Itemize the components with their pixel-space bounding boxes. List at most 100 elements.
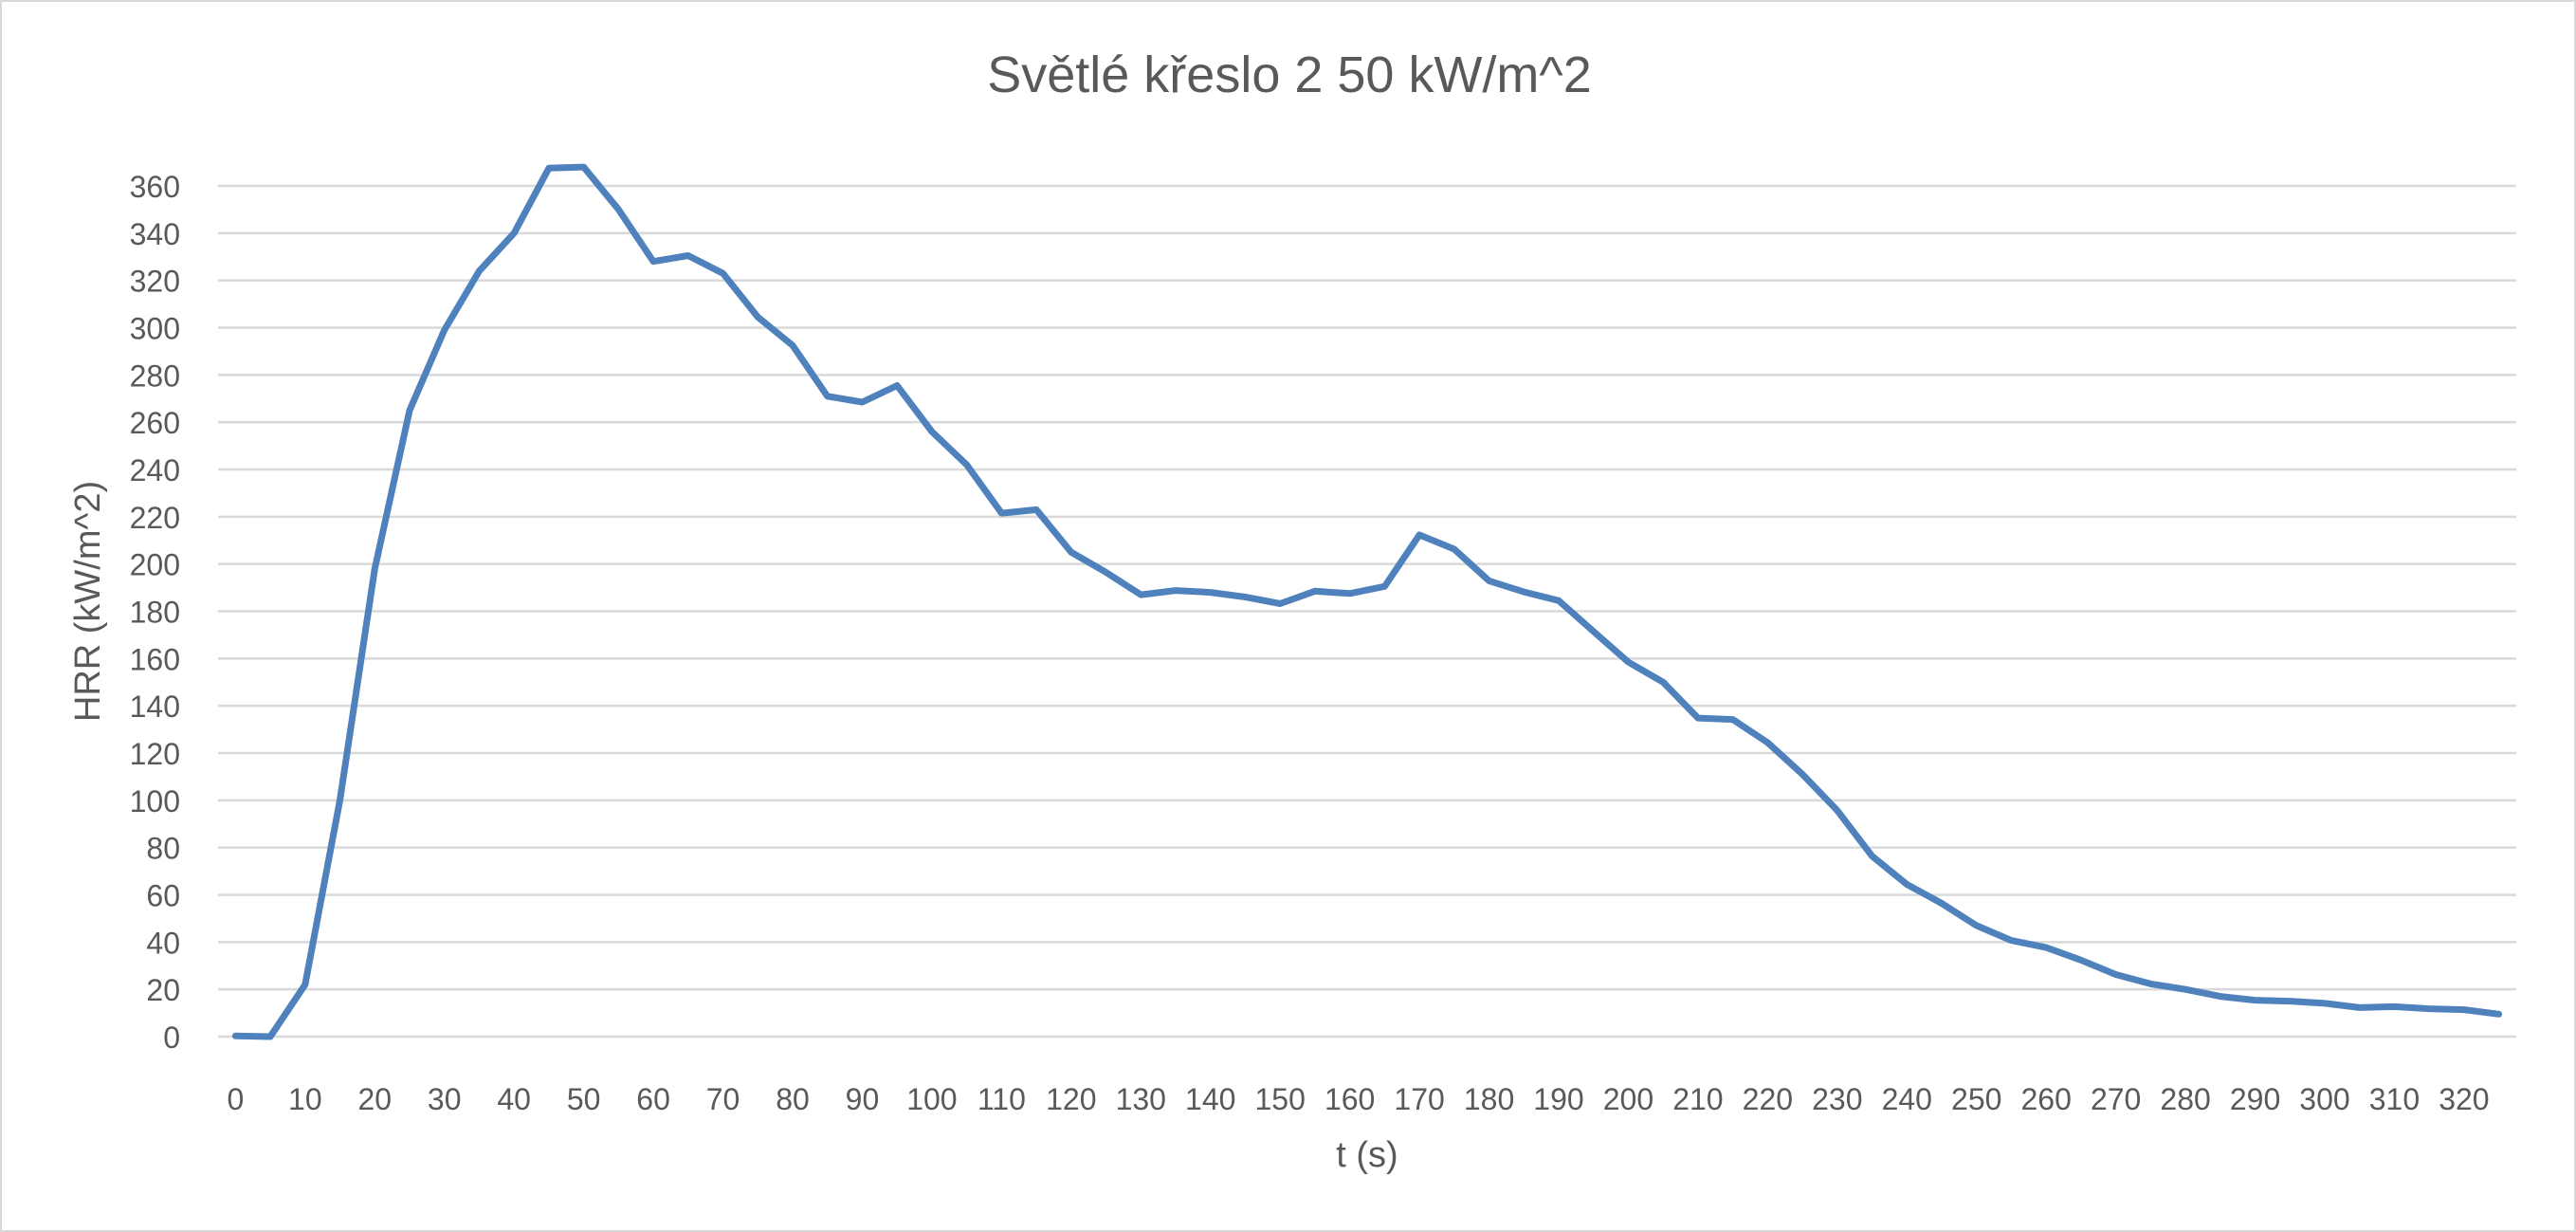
y-tick-label: 340	[130, 217, 180, 251]
x-tick-label: 190	[1533, 1082, 1583, 1116]
y-tick-label: 220	[130, 501, 180, 535]
data-point	[1523, 591, 1525, 593]
data-point	[1175, 590, 1177, 592]
y-tick-label: 80	[146, 832, 180, 866]
x-tick-label: 70	[706, 1082, 740, 1116]
x-axis-title: t (s)	[1336, 1135, 1398, 1175]
data-point	[2394, 1005, 2395, 1007]
data-point	[617, 209, 619, 211]
x-tick-label: 210	[1672, 1082, 1723, 1116]
x-tick-label: 20	[357, 1082, 392, 1116]
chart-title: Světlé křeslo 2 50 kW/m^2	[987, 46, 1592, 103]
y-tick-label: 280	[130, 359, 180, 393]
y-tick-label: 180	[130, 596, 180, 630]
x-tick-label: 270	[2091, 1082, 2141, 1116]
data-point	[1383, 585, 1385, 587]
x-axis-tick-labels: 0 10 20 30 40 50 60 70 80 90 100 110 120 130 140 150 160…	[227, 1082, 2489, 1116]
data-point	[2289, 1001, 2291, 1002]
x-tick-label: 80	[776, 1082, 810, 1116]
x-tick-label: 310	[2369, 1082, 2420, 1116]
x-tick-label: 120	[1046, 1082, 1096, 1116]
x-tick-label: 250	[1951, 1082, 2001, 1116]
y-tick-label: 40	[146, 926, 180, 960]
data-point	[1766, 742, 1768, 744]
data-point	[1453, 548, 1455, 550]
data-point	[1105, 571, 1106, 573]
y-tick-label: 260	[130, 406, 180, 440]
data-point	[1314, 590, 1316, 592]
x-tick-label: 10	[288, 1082, 322, 1116]
data-point	[2011, 940, 2012, 942]
data-point	[1976, 925, 1978, 927]
data-point	[304, 984, 306, 985]
x-tick-label: 170	[1394, 1082, 1444, 1116]
x-tick-label: 110	[977, 1082, 1026, 1116]
x-tick-label: 150	[1254, 1082, 1305, 1116]
x-tick-label: 260	[2020, 1082, 2071, 1116]
x-tick-label: 180	[1464, 1082, 1514, 1116]
data-point	[827, 395, 829, 397]
data-point	[1697, 717, 1699, 719]
data-point	[1000, 512, 1002, 514]
data-point	[2080, 959, 2082, 961]
y-tick-label: 160	[130, 642, 180, 676]
series-line	[231, 163, 2503, 1040]
y-tick-label: 200	[130, 548, 180, 582]
data-point	[1140, 594, 1142, 596]
x-tick-label: 90	[846, 1082, 880, 1116]
data-point	[722, 272, 723, 274]
x-tick-label: 230	[1812, 1082, 1862, 1116]
data-point	[2359, 1006, 2361, 1008]
data-point	[234, 1035, 236, 1037]
data-point	[583, 166, 585, 168]
data-point	[1035, 508, 1037, 510]
series-hrr	[231, 163, 2503, 1040]
data-point	[1593, 631, 1595, 633]
data-point	[2184, 988, 2186, 990]
data-point	[1628, 661, 1629, 663]
x-tick-label: 320	[2439, 1082, 2489, 1116]
data-point	[792, 344, 794, 346]
x-tick-label: 240	[1882, 1082, 1932, 1116]
x-tick-label: 220	[1743, 1082, 1793, 1116]
x-tick-label: 280	[2160, 1082, 2210, 1116]
y-tick-label: 360	[130, 170, 180, 204]
y-tick-label: 240	[130, 453, 180, 487]
data-point	[1732, 719, 1734, 721]
data-point	[2463, 1009, 2465, 1011]
y-tick-label: 140	[130, 690, 180, 724]
data-point	[513, 232, 515, 234]
x-tick-label: 60	[636, 1082, 670, 1116]
data-point	[269, 1036, 271, 1038]
data-point	[862, 401, 863, 403]
data-point	[1279, 603, 1281, 604]
data-point	[652, 261, 654, 263]
y-tick-label: 100	[130, 784, 180, 818]
x-tick-label: 30	[428, 1082, 462, 1116]
data-point	[1418, 534, 1420, 536]
y-tick-label: 20	[146, 973, 180, 1007]
x-tick-label: 50	[567, 1082, 601, 1116]
data-point	[1245, 597, 1246, 598]
data-point	[1941, 903, 1943, 904]
y-tick-label: 0	[163, 1021, 180, 1055]
data-point	[687, 255, 689, 256]
data-point	[479, 270, 480, 272]
y-axis-tick-labels: 0 20 40 60 80 100 120 140 160 180 200 220 240 260 280 3…	[130, 170, 180, 1055]
y-tick-label: 300	[130, 312, 180, 346]
y-tick-label: 120	[130, 737, 180, 771]
data-point	[444, 329, 446, 331]
data-point	[1801, 773, 1803, 775]
y-axis-title: HRR (kW/m^2)	[68, 481, 108, 722]
data-point	[1872, 855, 1873, 857]
data-point	[409, 410, 411, 412]
x-tick-label: 0	[227, 1082, 244, 1116]
y-tick-label: 320	[130, 265, 180, 299]
data-point	[2115, 974, 2117, 975]
data-point	[2255, 1000, 2256, 1002]
data-point	[1558, 599, 1560, 601]
data-point	[548, 167, 550, 169]
data-point	[1662, 681, 1664, 683]
